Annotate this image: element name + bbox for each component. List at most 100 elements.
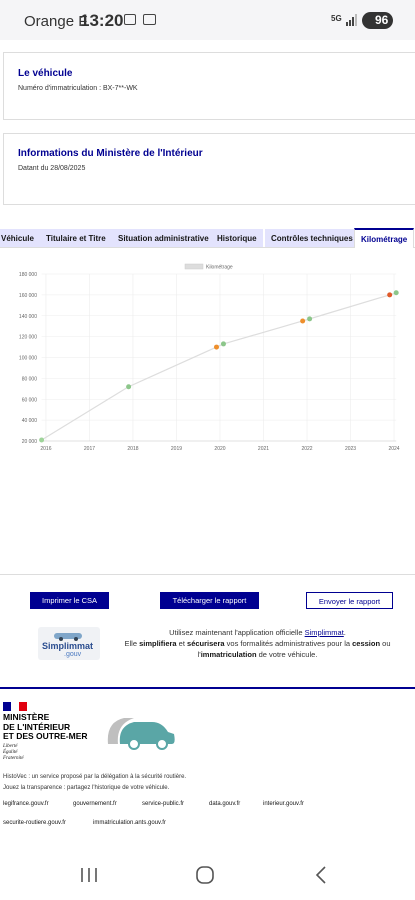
tab[interactable]: Historique [211,229,263,247]
plate: Numéro d'immatriculation : BX-7**-WK [18,85,138,92]
button[interactable]: Imprimer le CSA [30,592,109,609]
footer-link[interactable]: service-public.fr [142,801,185,807]
y-tick-label: 80 000 [22,376,38,382]
vehicle-card: Le véhicule Numéro d'immatriculation : B… [3,52,415,120]
link[interactable]: Simplimmat [304,628,344,637]
ministry-line: MINISTÈRE [3,712,50,722]
data-point [214,344,220,350]
data-point [307,316,313,322]
logo-suffix: .gouv [64,651,82,658]
series-line [41,292,397,441]
signal-icon [346,14,357,26]
button[interactable]: Envoyer le rapport [306,592,393,609]
data-point [39,437,45,443]
x-tick-label: 2019 [171,446,182,452]
car-illustration [107,718,175,750]
nav-bar [0,850,415,900]
text: simplifiera [139,639,177,648]
ministry-name: MINISTÈRE DE L'INTÉRIEUR ET DES OUTRE-MER [3,712,88,742]
time: 13:20 [80,11,124,30]
data-point [300,318,306,324]
text: Elle [124,639,140,648]
status-bar: Orange F 13:20 5G 96 [0,0,415,40]
button[interactable]: Télécharger le rapport [160,592,259,609]
card-title: Le véhicule [18,68,73,79]
chart: 20 000 40 000 60 000 80 000 100 000 120 000 14… [19,263,400,452]
text: Utilisez maintenant l'application offici… [169,628,305,637]
text: et [176,639,188,648]
separator [0,687,415,689]
simplimmat-logo: Simplimmat .gouv [38,627,100,660]
x-tick-label: 2024 [388,446,399,452]
car-icon [54,633,82,641]
x-tick-label: 2018 [127,446,138,452]
icon [143,14,156,25]
motto-line: Liberté [3,744,18,749]
text: cession [352,639,381,648]
x-tick-label: 2022 [301,446,312,452]
promo-text: Utilisez maintenant l'application offici… [110,627,405,660]
card-title: Informations du Ministère de l'Intérieur [18,148,203,159]
text: l' [197,650,201,659]
footer-link[interactable]: legifrance.gouv.fr [3,801,49,807]
data-point [220,341,226,347]
y-tick-label: 180 000 [19,272,37,278]
motto-line: Fraternité [3,756,24,761]
text: sécurisera [187,639,225,648]
y-tick-label: 20 000 [22,439,38,445]
footer-link[interactable]: interieur.gouv.fr [263,801,304,807]
text: immatriculation [200,650,257,659]
x-tick-label: 2020 [214,446,225,452]
ministry-line: ET DES OUTRE-MER [3,731,88,741]
promo-line: Utilisez maintenant l'application offici… [110,627,405,638]
x-tick-label: 2016 [40,446,51,452]
x-tick-label: 2021 [258,446,269,452]
legend-swatch [184,263,204,270]
tab[interactable]: Situation administrative [112,229,215,247]
carrier: Orange F [24,13,88,30]
home-button[interactable] [196,866,214,884]
date: Datant du 28/08/2025 [18,165,86,172]
motto: Liberté Égalité Fraternité [3,744,24,762]
about-line: HistoVec : un service proposé par la dél… [3,774,187,780]
x-tick-label: 2023 [345,446,356,452]
text: . [343,628,346,637]
footer-link[interactable]: immatriculation.ants.gouv.fr [93,820,166,826]
tab[interactable]: Kilométrage [354,228,415,248]
y-tick-label: 40 000 [22,418,38,424]
footer-link[interactable]: securite-routiere.gouv.fr [3,820,66,826]
text: ou [380,639,391,648]
motto-line: Égalité [3,750,18,755]
about-line: Jouez la transparence : partagez l'histo… [3,785,170,791]
text: de votre véhicule. [256,650,318,659]
footer-link[interactable]: data.gouv.fr [209,801,241,807]
y-tick-label: 120 000 [19,335,37,341]
recent-button[interactable] [80,867,98,883]
data-point [393,290,399,296]
text: vos formalités administratives pour la [224,639,353,648]
battery: 96 [362,12,393,29]
y-tick-label: 160 000 [19,293,37,299]
tab[interactable]: Véhicule [0,229,40,247]
network: 5G [331,14,342,23]
back-button[interactable] [315,866,327,884]
y-tick-label: 140 000 [19,314,37,320]
tab[interactable]: Titulaire et Titre [40,229,112,247]
promo-line: l'immatriculation de votre véhicule. [110,649,405,660]
info-card: Informations du Ministère de l'Intérieur… [3,133,415,205]
tab[interactable]: Contrôles techniques [265,229,359,247]
legend-label: Kilométrage [206,265,233,271]
data-point [387,292,393,298]
ministry-line: DE L'INTÉRIEUR [3,721,71,732]
y-tick-label: 60 000 [22,397,38,403]
logo-name: Simplimmat [42,641,94,651]
y-tick-label: 100 000 [19,356,37,362]
footer-link[interactable]: gouvernement.fr [73,801,117,807]
chart-panel [0,247,415,575]
about: HistoVec : un service proposé par la dél… [3,772,186,794]
x-tick-label: 2017 [84,446,95,452]
icon [124,14,136,25]
promo-line: Elle simplifiera et sécurisera vos forma… [110,638,405,649]
flag [3,702,27,711]
